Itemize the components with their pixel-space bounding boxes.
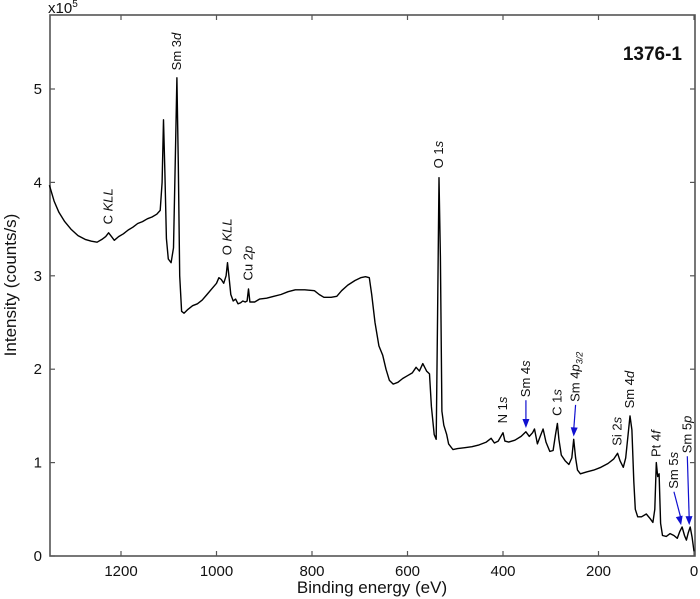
peak-label-sm-4p3-2: Sm 4p3/2: [568, 352, 585, 437]
peak-label-cu-2p: Cu 2p: [240, 246, 255, 281]
y-axis-title: Intensity (counts/s): [1, 214, 20, 357]
svg-text:O KLL: O KLL: [219, 218, 234, 255]
y-tick-label: 5: [34, 81, 42, 98]
y-axis-ticks: 0 1 2 3 4 5: [34, 81, 695, 565]
svg-text:Sm 4s: Sm 4s: [518, 360, 533, 397]
arrowhead-icon: [522, 419, 530, 429]
arrow-icon: [573, 404, 577, 431]
peak-label-si-2s: Si 2s: [610, 416, 625, 445]
plot-frame: [49, 14, 696, 557]
arrowhead-icon: [685, 516, 693, 526]
peak-annotations: C KLL Sm 3d O KLL Cu 2p O 1s N 1s Sm 4s C 1s Sm …: [101, 32, 694, 526]
svg-text:Cu 2p: Cu 2p: [240, 246, 255, 281]
x-axis-ticks: 1200 1000 800 600 400 200 0: [104, 15, 698, 580]
x-tick-label: 1200: [104, 563, 137, 580]
y-tick-label: 2: [34, 361, 42, 378]
y-tick-label: 1: [34, 455, 42, 472]
x-tick-label: 1000: [200, 563, 233, 580]
svg-text:C 1s: C 1s: [549, 389, 564, 416]
spectrum-series: [48, 77, 695, 552]
svg-text:Sm 4d: Sm 4d: [622, 370, 637, 408]
multiplier-base: x10: [48, 0, 72, 17]
svg-text:Si 2s: Si 2s: [610, 416, 625, 445]
svg-text:C KLL: C KLL: [101, 188, 116, 224]
svg-text:Pt 4f: Pt 4f: [648, 429, 663, 457]
y-tick-label: 0: [34, 548, 42, 565]
peak-label-sm-5p: Sm 5p: [679, 416, 694, 526]
y-multiplier: x105: [48, 0, 78, 17]
x-tick-label: 800: [299, 563, 324, 580]
arrow-icon: [673, 491, 682, 520]
svg-text:O 1s: O 1s: [431, 140, 446, 168]
svg-text:x105: x105: [48, 0, 78, 17]
svg-text:Sm 4p3/2: Sm 4p3/2: [568, 352, 585, 402]
svg-text:N 1s: N 1s: [495, 396, 510, 423]
arrowhead-icon: [675, 515, 683, 526]
peak-label-n-1s: N 1s: [495, 396, 510, 423]
y-tick-label: 4: [34, 174, 42, 191]
peak-label-c-1s: C 1s: [549, 389, 564, 416]
multiplier-exponent: 5: [72, 0, 78, 10]
x-axis-title: Binding energy (eV): [297, 578, 447, 597]
sample-id-label: 1376-1: [623, 44, 683, 65]
peak-label-sm-5s: Sm 5s: [666, 451, 683, 526]
svg-text:Sm 3d: Sm 3d: [169, 32, 184, 70]
svg-text:Sm 5s: Sm 5s: [666, 451, 681, 488]
peak-label-sm-4d: Sm 4d: [622, 370, 637, 408]
peak-label-c-kll: C KLL: [101, 188, 116, 224]
peak-label-o-kll: O KLL: [219, 218, 234, 255]
arrow-icon: [686, 456, 690, 520]
x-tick-label: 600: [395, 563, 420, 580]
y-tick-label: 3: [34, 268, 42, 285]
arrowhead-icon: [570, 427, 578, 437]
peak-label-sm-3d: Sm 3d: [169, 32, 184, 70]
peak-label-o-1s: O 1s: [431, 140, 446, 168]
svg-text:Sm 5p: Sm 5p: [679, 416, 694, 454]
x-tick-label: 400: [490, 563, 515, 580]
x-tick-label: 200: [586, 563, 611, 580]
peak-label-pt-4f: Pt 4f: [648, 429, 663, 457]
x-tick-label: 0: [690, 563, 698, 580]
peak-label-sm-4s: Sm 4s: [518, 360, 533, 429]
spectrum-line: [48, 77, 695, 552]
